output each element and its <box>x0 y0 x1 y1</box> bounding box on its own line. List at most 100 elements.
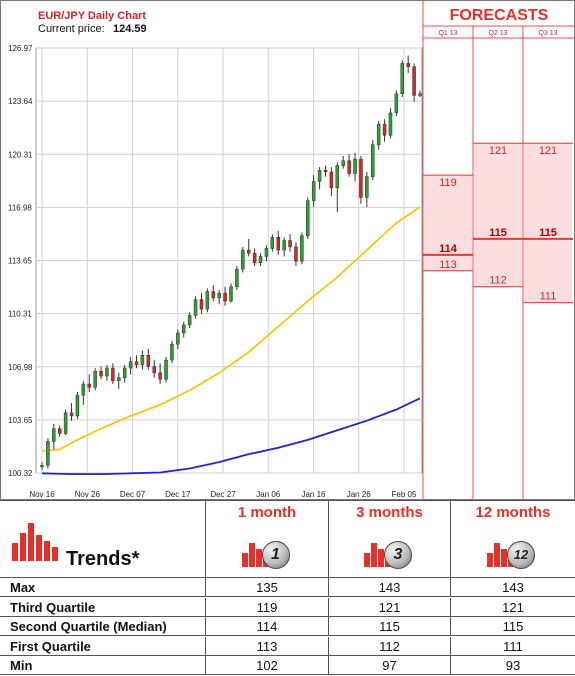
row-value: 93 <box>505 658 521 674</box>
candle-body <box>394 93 399 114</box>
candle-body <box>258 256 263 264</box>
forecast-lower-value: 111 <box>540 291 557 303</box>
y-tick-label: 110.31 <box>8 310 32 319</box>
current-price-value: 124.59 <box>113 23 147 35</box>
candle-body <box>311 181 316 201</box>
row-value: 112 <box>329 636 451 656</box>
candle-body <box>347 160 351 174</box>
candle-body <box>105 367 109 377</box>
candle-body <box>270 237 275 249</box>
row-value: 121 <box>329 597 451 617</box>
row-value: 102 <box>206 656 329 676</box>
forecast-upper-value: 121 <box>489 145 507 157</box>
row-value: 111 <box>503 638 523 654</box>
candle-body <box>376 123 381 146</box>
row-value: 119 <box>206 597 329 617</box>
icon-bar <box>371 543 377 567</box>
bar-chart-icon <box>12 523 58 561</box>
row-value: 121 <box>502 599 524 615</box>
row-value: 115 <box>329 617 451 637</box>
candle-body <box>341 160 345 166</box>
row-value: 143 <box>502 580 524 595</box>
trends-title-cell: Trends* <box>0 501 206 578</box>
candle-body <box>122 367 127 378</box>
candle-body <box>252 252 257 264</box>
candle-body <box>193 299 198 316</box>
forecast-median-value: 114 <box>439 243 458 255</box>
y-tick-label: 123.64 <box>8 97 33 106</box>
period-header-cell: 12 months 12 <box>451 501 575 578</box>
candle-body <box>134 361 139 366</box>
forecast-quarter-label: Q3 13 <box>538 30 557 37</box>
eurjpy-chart: 126.97 123.64 120.31 116.98 113.65 110.31 106.… <box>0 0 575 500</box>
short-moving-average-line <box>41 206 421 452</box>
row-value: 143 <box>329 578 451 597</box>
candle-body <box>264 248 269 257</box>
forecast-quarter-label: Q1 13 <box>438 30 457 37</box>
icon-bar <box>494 543 500 567</box>
candle-body <box>99 371 103 377</box>
row-label: Second Quartile (Median) <box>0 617 206 637</box>
candle-body <box>117 377 121 382</box>
period-header-cell: 1 month 1 <box>206 501 329 578</box>
candle-body <box>371 144 375 177</box>
period-label: 3 months <box>356 504 423 521</box>
candle-body <box>329 171 334 189</box>
long-moving-average-line <box>41 397 421 476</box>
icon-bar <box>487 553 493 567</box>
candle-body <box>246 249 251 254</box>
forecast-band <box>424 175 472 271</box>
candle-body <box>199 299 204 310</box>
candle-body <box>182 324 186 334</box>
candle-body <box>306 200 310 236</box>
candle-body <box>158 372 162 380</box>
row-label: Min <box>0 656 206 676</box>
y-tick-label: 106.98 <box>8 363 33 372</box>
candle-body <box>229 286 233 302</box>
candle-body <box>217 292 221 299</box>
icon-bar <box>248 543 255 567</box>
candle-body <box>323 170 328 173</box>
candle-body <box>382 123 387 136</box>
row-value: 114 <box>206 617 329 637</box>
candle-body <box>205 291 210 310</box>
forecast-median-value: 115 <box>539 227 557 239</box>
row-label: Third Quartile <box>0 597 206 617</box>
table-row: Second Quartile (Median) 114 115 115 <box>0 617 575 637</box>
x-tick-label: Jan 16 <box>301 490 326 499</box>
table-row: Min 102 97 93 <box>0 656 575 676</box>
forecast-lower-value: 112 <box>489 275 507 287</box>
row-value: 113 <box>206 636 329 656</box>
candle-body <box>140 355 145 366</box>
y-tick-label: 126.97 <box>8 44 33 53</box>
y-tick-label: 113.65 <box>8 257 32 266</box>
candle-body <box>152 366 156 374</box>
period-badge: 1 <box>261 541 290 569</box>
candle-body <box>288 240 292 248</box>
candle-body <box>406 63 410 67</box>
row-label: Max <box>0 578 206 597</box>
candle-body <box>93 371 97 388</box>
candle-body <box>359 158 363 198</box>
x-tick-label: Nov 16 <box>29 490 55 499</box>
candle-body <box>176 332 180 345</box>
candle-body <box>63 412 68 434</box>
x-tick-label: Nov 26 <box>75 490 101 499</box>
forecast-band <box>474 143 522 287</box>
candle-body <box>57 428 62 434</box>
candle-body <box>235 268 239 287</box>
x-tick-label: Dec 17 <box>165 490 191 499</box>
forecasts-title: FORECASTS <box>450 7 549 24</box>
forecast-median-value: 115 <box>489 227 507 239</box>
candle-body <box>335 165 340 189</box>
candle-body <box>81 383 86 396</box>
candle-body <box>276 237 280 251</box>
candle-body <box>187 315 192 326</box>
candle-body <box>46 441 50 466</box>
candle-body <box>241 249 245 270</box>
candle-body <box>52 428 56 442</box>
candle-body <box>69 412 74 417</box>
forecast-lower-value: 113 <box>439 259 457 271</box>
x-tick-label: Dec 27 <box>210 490 236 499</box>
row-label: First Quartile <box>0 636 206 656</box>
